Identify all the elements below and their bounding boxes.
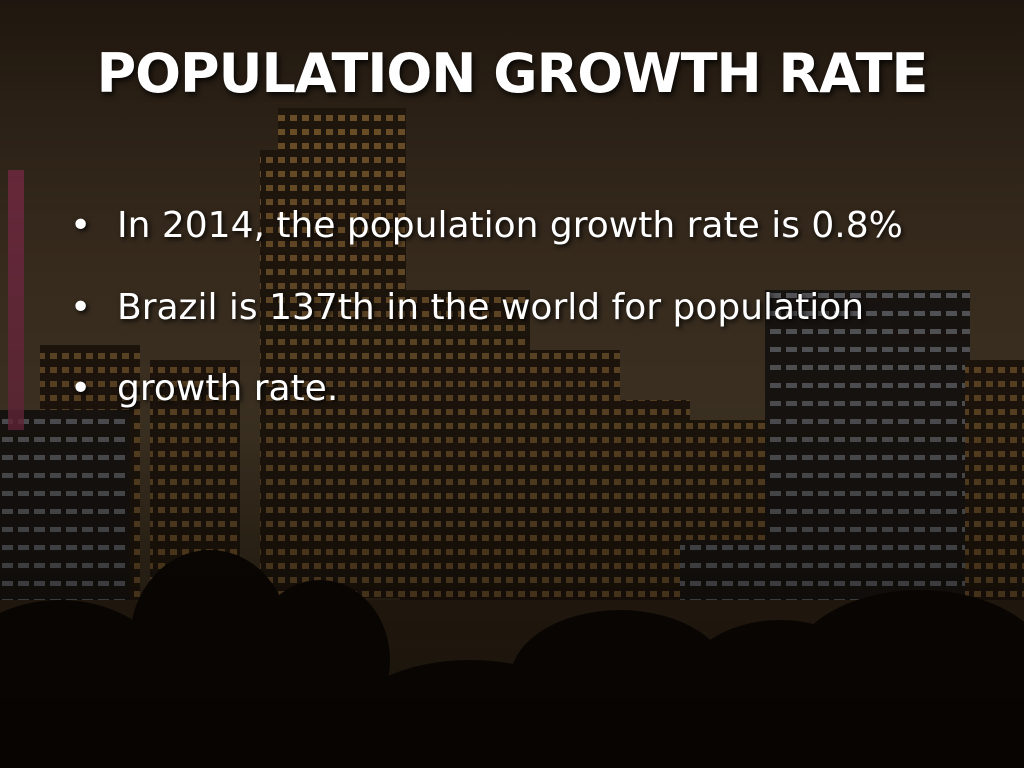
bullet-text: growth rate. — [117, 368, 339, 409]
bullet-item: • In 2014, the population growth rate is … — [70, 205, 903, 246]
slide-title: POPULATION GROWTH RATE — [96, 42, 929, 105]
bullet-text: Brazil is 137th in the world for populat… — [117, 287, 865, 328]
bullet-item: • growth rate. — [70, 368, 338, 409]
bullet-dot: • — [70, 368, 92, 409]
bullet-dot: • — [70, 205, 92, 246]
bullet-text: In 2014, the population growth rate is 0… — [117, 205, 903, 246]
bullet-dot: • — [70, 287, 92, 328]
bullet-item: • Brazil is 137th in the world for popula… — [70, 287, 864, 328]
